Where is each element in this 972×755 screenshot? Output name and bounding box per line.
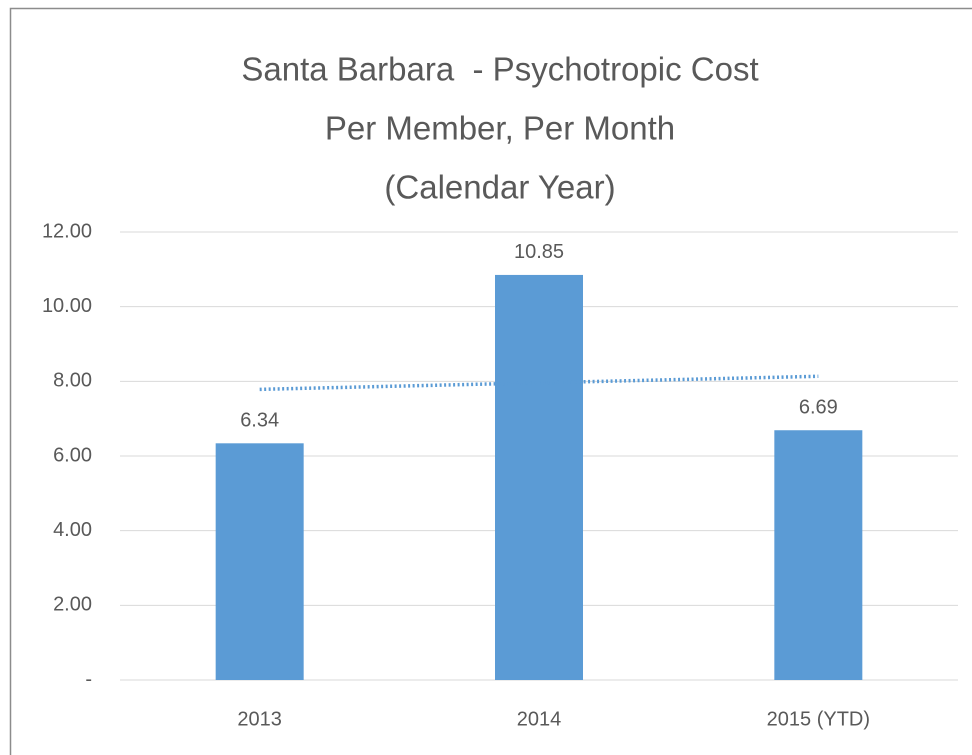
trendline <box>259 374 819 392</box>
chart-title: Santa Barbara - Psychotropic Cost <box>241 51 758 88</box>
y-tick-label: 6.00 <box>53 444 92 466</box>
chart-title: (Calendar Year) <box>384 169 615 206</box>
bar <box>495 274 583 680</box>
y-tick-label: 8.00 <box>53 370 92 392</box>
x-tick-label: 2013 <box>237 708 282 730</box>
data-label: 6.69 <box>799 397 838 419</box>
y-tick-label: 4.00 <box>53 519 92 541</box>
data-label: 6.34 <box>240 410 279 432</box>
y-tick-label: 10.00 <box>42 295 92 317</box>
bar <box>774 430 863 680</box>
chart-title: Per Member, Per Month <box>325 110 675 147</box>
y-tick-label: 2.00 <box>53 594 92 616</box>
x-tick-label: 2015 (YTD) <box>767 708 870 730</box>
data-label: 10.85 <box>514 241 564 263</box>
y-tick-label: 12.00 <box>42 220 92 242</box>
bar <box>215 443 304 680</box>
y-tick-label: - <box>85 668 92 690</box>
x-tick-label: 2014 <box>517 708 562 730</box>
